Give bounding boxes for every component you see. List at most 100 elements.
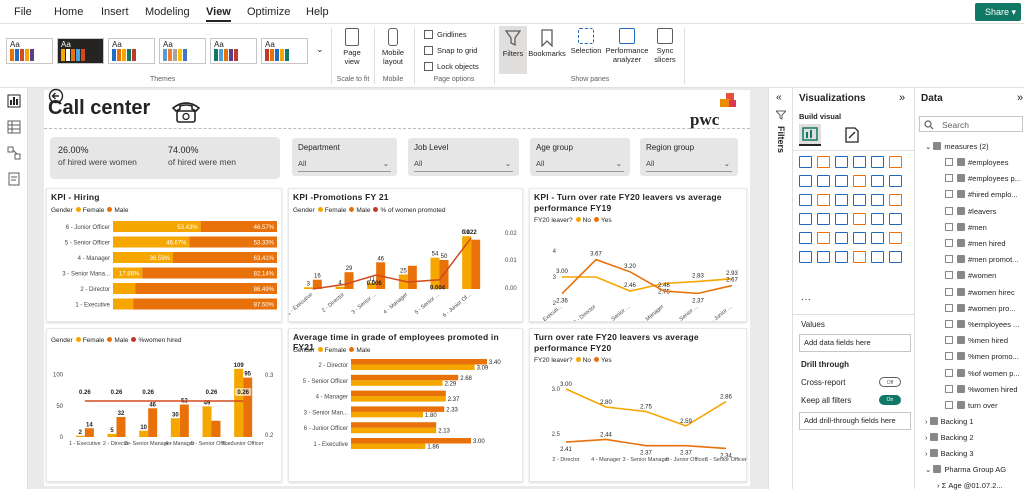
visual-women-hired[interactable]: Gender Female Male %women hired 100 50 0 0.3 0.… [46, 328, 282, 482]
format-visual-icon[interactable] [843, 126, 861, 144]
donut-icon[interactable] [835, 194, 848, 206]
clustered-column-icon[interactable] [853, 156, 866, 168]
kpi-card-gender-split[interactable]: 26.00% of hired were women 74.00% of hir… [50, 137, 280, 179]
field-item[interactable]: #men hired [945, 239, 1006, 248]
theme-option[interactable]: Aa [261, 38, 308, 64]
visual-avg-time-grade[interactable]: Average time in grade of employees promo… [288, 328, 523, 482]
theme-option[interactable]: Aa [6, 38, 53, 64]
theme-option[interactable]: Aa [159, 38, 206, 64]
field-item[interactable]: #hired emplo... [945, 190, 1018, 199]
slicer-dropdown[interactable]: All ⌄ [414, 158, 513, 172]
table-item[interactable]: › Backing 3 [925, 449, 974, 458]
selection-pane-button[interactable]: Selection [568, 28, 604, 55]
share-button[interactable]: Share ▾ [975, 3, 1021, 21]
power-apps-icon[interactable] [871, 251, 884, 263]
table-item[interactable]: › Backing 1 [925, 417, 974, 426]
paginated-icon[interactable] [853, 251, 866, 263]
field-item[interactable]: turn over [945, 401, 998, 410]
menu-help[interactable]: Help [306, 6, 329, 18]
azure-map-icon[interactable] [817, 213, 830, 225]
values-field-well[interactable]: Add data fields here [799, 334, 911, 352]
kpi-icon[interactable] [889, 213, 902, 225]
qa-icon[interactable] [817, 251, 830, 263]
stacked-bar-icon[interactable] [799, 156, 812, 168]
filters-pane-button[interactable]: Filters [499, 26, 527, 74]
line-icon[interactable] [799, 175, 812, 187]
field-item[interactable]: %women hired [945, 384, 1018, 394]
decomposition-tree-icon[interactable] [799, 251, 812, 263]
field-item[interactable]: %men hired [945, 336, 1008, 345]
theme-option[interactable]: Aa [210, 38, 257, 64]
snap-checkbox[interactable]: Snap to grid [424, 46, 477, 55]
model-view-icon[interactable] [7, 146, 21, 160]
field-item[interactable]: #women pro... [945, 303, 1016, 313]
report-view-icon[interactable] [7, 94, 21, 108]
keep-filters-toggle[interactable]: On [879, 395, 901, 405]
power-automate-icon[interactable] [889, 251, 902, 263]
slicer-job-level[interactable]: Job Level All ⌄ [408, 138, 519, 176]
field-item[interactable]: #men promot... [945, 255, 1018, 264]
visual-kpi-promotions[interactable]: KPI -Promotions FY 21 Gender Female Male % … [288, 188, 523, 322]
menu-modeling[interactable]: Modeling [145, 6, 190, 18]
data-search-box[interactable]: Search [919, 116, 1023, 132]
drill-through-field-well[interactable]: Add drill-through fields here [799, 412, 911, 430]
expand-chevron-icon[interactable]: › [925, 433, 928, 443]
gridlines-checkbox[interactable]: Gridlines [424, 30, 467, 39]
slicer-dropdown[interactable]: All ⌄ [298, 158, 391, 172]
area-icon[interactable] [817, 175, 830, 187]
100-column-icon[interactable] [889, 156, 902, 168]
lock-checkbox[interactable]: Lock objects [424, 62, 479, 71]
menu-home[interactable]: Home [54, 6, 84, 18]
mobile-layout-button[interactable]: Mobile layout [376, 28, 410, 66]
performance-analyzer-button[interactable]: Performance analyzer [604, 28, 650, 64]
theme-option[interactable]: Aa [57, 38, 104, 64]
slicer-department[interactable]: Department All ⌄ [292, 138, 397, 176]
visual-turnover-fy20[interactable]: Turn over rate FY20 leavers vs average p… [529, 328, 747, 482]
field-item[interactable]: #leavers [945, 206, 996, 216]
table-item[interactable]: › Backing 2 [925, 433, 974, 442]
r-visual-icon[interactable] [853, 232, 866, 244]
visual-kpi-hiring[interactable]: KPI - Hiring Gender Female Male 6 - Junior… [46, 188, 282, 322]
slicer-dropdown[interactable]: All ⌄ [646, 158, 732, 172]
filled-map-icon[interactable] [889, 194, 902, 206]
python-visual-icon[interactable] [871, 232, 884, 244]
narrative-icon[interactable] [835, 251, 848, 263]
field-item[interactable]: #men [945, 222, 987, 232]
stacked-area-icon[interactable] [835, 175, 848, 187]
table-view-icon[interactable] [7, 120, 21, 134]
menu-file[interactable]: File [14, 6, 32, 18]
expand-chevron-icon[interactable]: « [776, 92, 782, 103]
expand-chevron-icon[interactable]: ⌄ [925, 142, 932, 151]
build-visual-tab[interactable] [799, 124, 821, 146]
field-item[interactable]: › Σ Age @01.07.2... [937, 481, 1003, 490]
ribbon-icon[interactable] [853, 175, 866, 187]
funnel-icon[interactable] [889, 175, 902, 187]
theme-option[interactable]: Aa [108, 38, 155, 64]
sync-slicers-button[interactable]: Sync slicers [650, 28, 680, 64]
field-item[interactable]: #employees [945, 158, 1008, 167]
map-icon[interactable] [871, 194, 884, 206]
stacked-column-icon[interactable] [817, 156, 830, 168]
dax-query-view-icon[interactable] [7, 172, 21, 186]
menu-view[interactable]: View [206, 6, 231, 22]
more-visuals-icon[interactable]: ··· [801, 294, 811, 305]
expand-chevron-icon[interactable]: › [925, 417, 928, 427]
field-item[interactable]: #women [945, 271, 996, 280]
menu-optimize[interactable]: Optimize [247, 6, 291, 18]
matrix-icon[interactable] [835, 232, 848, 244]
multirow-card-icon[interactable] [871, 213, 884, 225]
visual-turnover-fy19[interactable]: KPI - Turn over rate FY20 leavers vs ave… [529, 188, 747, 322]
100-bar-icon[interactable] [871, 156, 884, 168]
collapse-chevron-icon[interactable]: » [899, 92, 906, 104]
field-item[interactable]: %men promo... [945, 352, 1019, 361]
slicer-dropdown[interactable]: All ⌄ [536, 158, 624, 172]
slicer-region-group[interactable]: Region group All ⌄ [640, 138, 738, 176]
page-view-button[interactable]: Page view [337, 28, 367, 66]
field-item[interactable]: %employees ... [945, 320, 1019, 329]
table-icon[interactable] [817, 232, 830, 244]
bookmarks-pane-button[interactable]: Bookmarks [527, 28, 567, 58]
clustered-bar-icon[interactable] [835, 156, 848, 168]
pie-icon[interactable] [817, 194, 830, 206]
themes-more-chevron-icon[interactable]: ⌄ [316, 44, 324, 54]
slicer-age-group[interactable]: Age group All ⌄ [530, 138, 630, 176]
